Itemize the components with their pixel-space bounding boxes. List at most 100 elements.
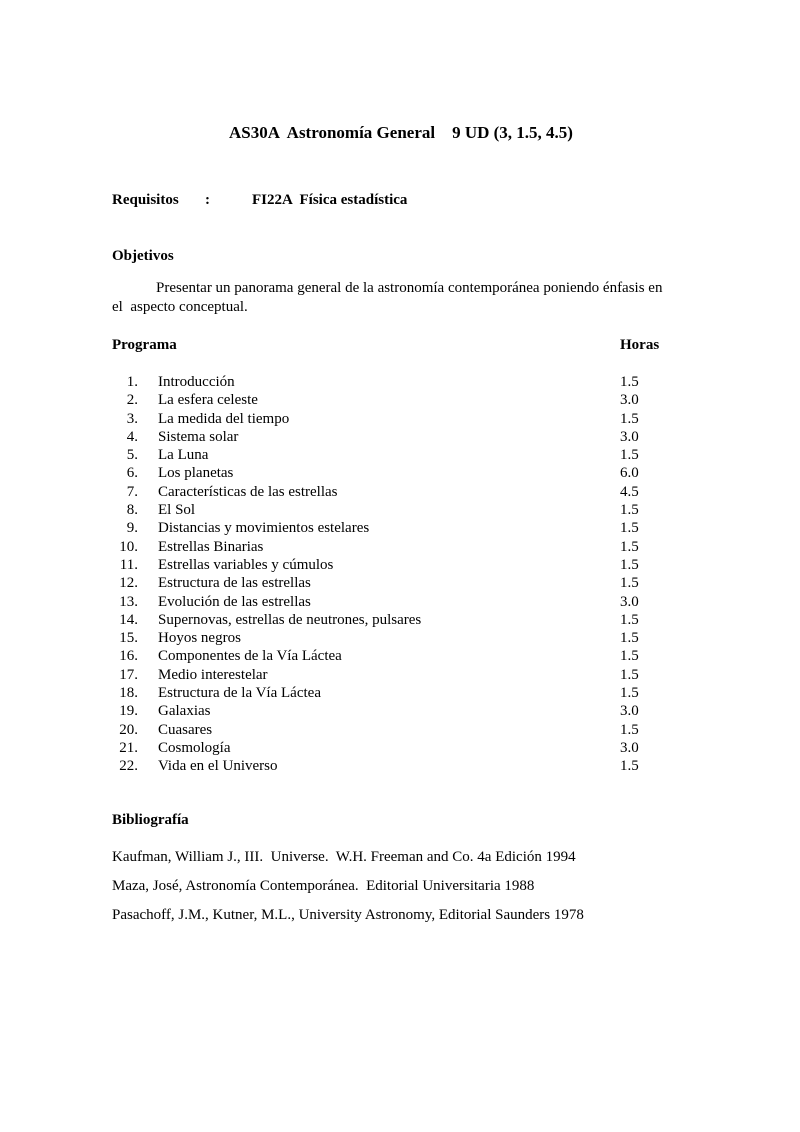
program-row-number: 1. — [126, 374, 138, 390]
objectives-heading: Objetivos — [112, 248, 174, 264]
program-row-topic: Características de las estrellas — [158, 483, 338, 500]
program-row: 7. Características de las estrellas 4.5 — [112, 483, 690, 501]
program-row: 4. Sistema solar 3.0 — [112, 428, 690, 446]
hours-column-header: Horas — [620, 337, 660, 353]
program-row-number: 21. — [119, 739, 138, 756]
program-row-number: 16. — [119, 648, 138, 665]
program-row-number: 11. — [119, 556, 138, 573]
program-row-hours: 1.5 — [620, 758, 639, 775]
program-row-hours: 1.5 — [620, 410, 639, 427]
program-row-number: 9. — [126, 520, 138, 537]
course-title: AS30A Astronomía General 9 UD (3, 1.5, 4… — [229, 123, 573, 142]
program-row-number: 3. — [126, 410, 138, 427]
program-row-hours: 1.5 — [620, 374, 639, 390]
program-row-hours: 3.0 — [620, 392, 639, 409]
program-row-hours: 1.5 — [620, 538, 639, 555]
program-row: 13. Evolución de las estrellas 3.0 — [112, 593, 690, 611]
program-row-number: 12. — [119, 575, 138, 592]
program-row-topic: Cuasares — [158, 721, 213, 738]
program-row-hours: 1.5 — [620, 630, 639, 647]
program-header-row: Programa Horas — [112, 336, 690, 355]
bibliography-entry: Pasachoff, J.M., Kutner, M.L., Universit… — [112, 906, 584, 923]
prerequisites-colon: : — [205, 192, 210, 208]
bibliography-entry: Kaufman, William J., III. Universe. W.H.… — [112, 848, 576, 865]
program-row-topic: Cosmología — [158, 739, 231, 756]
program-row-hours: 4.5 — [620, 483, 639, 500]
program-row-topic: Estructura de la Vía Láctea — [158, 685, 321, 702]
program-row-hours: 1.5 — [620, 520, 639, 537]
prerequisites-line: Requisitos : FI22A Física estadística — [112, 191, 690, 210]
program-row: 12. Estructura de las estrellas 1.5 — [112, 574, 690, 592]
program-row-hours: 1.5 — [620, 611, 639, 628]
program-row-number: 20. — [119, 721, 138, 738]
program-row-hours: 1.5 — [620, 556, 639, 573]
program-row-number: 8. — [126, 502, 138, 519]
program-row-topic: Sistema solar — [158, 428, 239, 445]
program-row: 6. Los planetas 6.0 — [112, 464, 690, 482]
program-row: 21. Cosmología 3.0 — [112, 739, 690, 757]
program-row: 16. Componentes de la Vía Láctea 1.5 — [112, 647, 690, 665]
bibliography-heading: Bibliografía — [112, 811, 189, 828]
program-row-number: 14. — [119, 611, 138, 628]
program-row-topic: La esfera celeste — [158, 392, 258, 409]
program-row-topic: Vida en el Universo — [158, 758, 278, 775]
bibliography-list: Kaufman, William J., III. Universe. W.H.… — [112, 848, 690, 925]
program-row-number: 5. — [126, 447, 138, 464]
program-row: 10. Estrellas Binarias 1.5 — [112, 538, 690, 556]
program-row-topic: Hoyos negros — [158, 630, 241, 647]
program-row-topic: La medida del tiempo — [158, 410, 290, 427]
program-row: 17. Medio interestelar 1.5 — [112, 666, 690, 684]
program-row-number: 18. — [119, 685, 138, 702]
program-row-hours: 1.5 — [620, 575, 639, 592]
program-row: 2. La esfera celeste 3.0 — [112, 391, 690, 409]
program-row-topic: Los planetas — [158, 465, 234, 482]
program-row-number: 7. — [126, 483, 138, 500]
bibliography-entry: Maza, José, Astronomía Contemporánea. Ed… — [112, 877, 535, 894]
program-row-topic: Estrellas Binarias — [158, 538, 264, 555]
program-row-number: 15. — [119, 630, 138, 647]
program-row-number: 19. — [119, 703, 138, 720]
program-row: 3. La medida del tiempo 1.5 — [112, 410, 690, 428]
program-row-topic: El Sol — [158, 502, 196, 519]
program-row-number: 22. — [119, 758, 138, 775]
program-row: 8. El Sol 1.5 — [112, 501, 690, 519]
program-row: 22. Vida en el Universo 1.5 — [112, 757, 690, 775]
program-row: 20. Cuasares 1.5 — [112, 721, 690, 739]
prerequisites-label: Requisitos — [112, 192, 179, 208]
program-row-hours: 3.0 — [620, 428, 639, 445]
program-row-number: 13. — [119, 593, 138, 610]
program-row: 1. Introducción 1.5 — [112, 373, 690, 391]
program-row-hours: 3.0 — [620, 739, 639, 756]
program-row-topic: Medio interestelar — [158, 666, 268, 683]
program-row-hours: 1.5 — [620, 502, 639, 519]
program-row-hours: 1.5 — [620, 666, 639, 683]
program-row-topic: Estructura de las estrellas — [158, 575, 311, 592]
program-row-topic: Supernovas, estrellas de neutrones, puls… — [158, 611, 422, 628]
objectives-paragraph: Presentar un panorama general de la astr… — [112, 280, 663, 315]
program-row-topic: Evolución de las estrellas — [158, 593, 311, 610]
program-row: 9. Distancias y movimientos estelares 1.5 — [112, 519, 690, 537]
program-row-topic: Estrellas variables y cúmulos — [158, 556, 334, 573]
program-row-topic: Componentes de la Vía Láctea — [158, 648, 342, 665]
program-row-hours: 6.0 — [620, 465, 639, 482]
program-row-hours: 1.5 — [620, 721, 639, 738]
program-row-number: 4. — [126, 428, 138, 445]
program-row: 5. La Luna 1.5 — [112, 446, 690, 464]
program-row-hours: 3.0 — [620, 593, 639, 610]
program-row: 14. Supernovas, estrellas de neutrones, p… — [112, 611, 690, 629]
program-row-topic: Distancias y movimientos estelares — [158, 520, 370, 537]
program-row-number: 17. — [119, 666, 138, 683]
prerequisites-value: FI22A Física estadística — [252, 192, 408, 208]
program-row-topic: Introducción — [158, 374, 235, 390]
program-row-topic: Galaxias — [158, 703, 211, 720]
program-row-hours: 1.5 — [620, 447, 639, 464]
program-row: 11. Estrellas variables y cúmulos 1.5 — [112, 556, 690, 574]
program-row-hours: 1.5 — [620, 685, 639, 702]
program-row-number: 6. — [126, 465, 138, 482]
program-heading: Programa — [112, 337, 177, 353]
program-row: 15. Hoyos negros 1.5 — [112, 629, 690, 647]
program-list: 1. Introducción 1.5 2. La esfera celeste 3.0 3… — [112, 373, 690, 776]
program-row-hours: 1.5 — [620, 648, 639, 665]
program-row: 18. Estructura de la Vía Láctea 1.5 — [112, 684, 690, 702]
